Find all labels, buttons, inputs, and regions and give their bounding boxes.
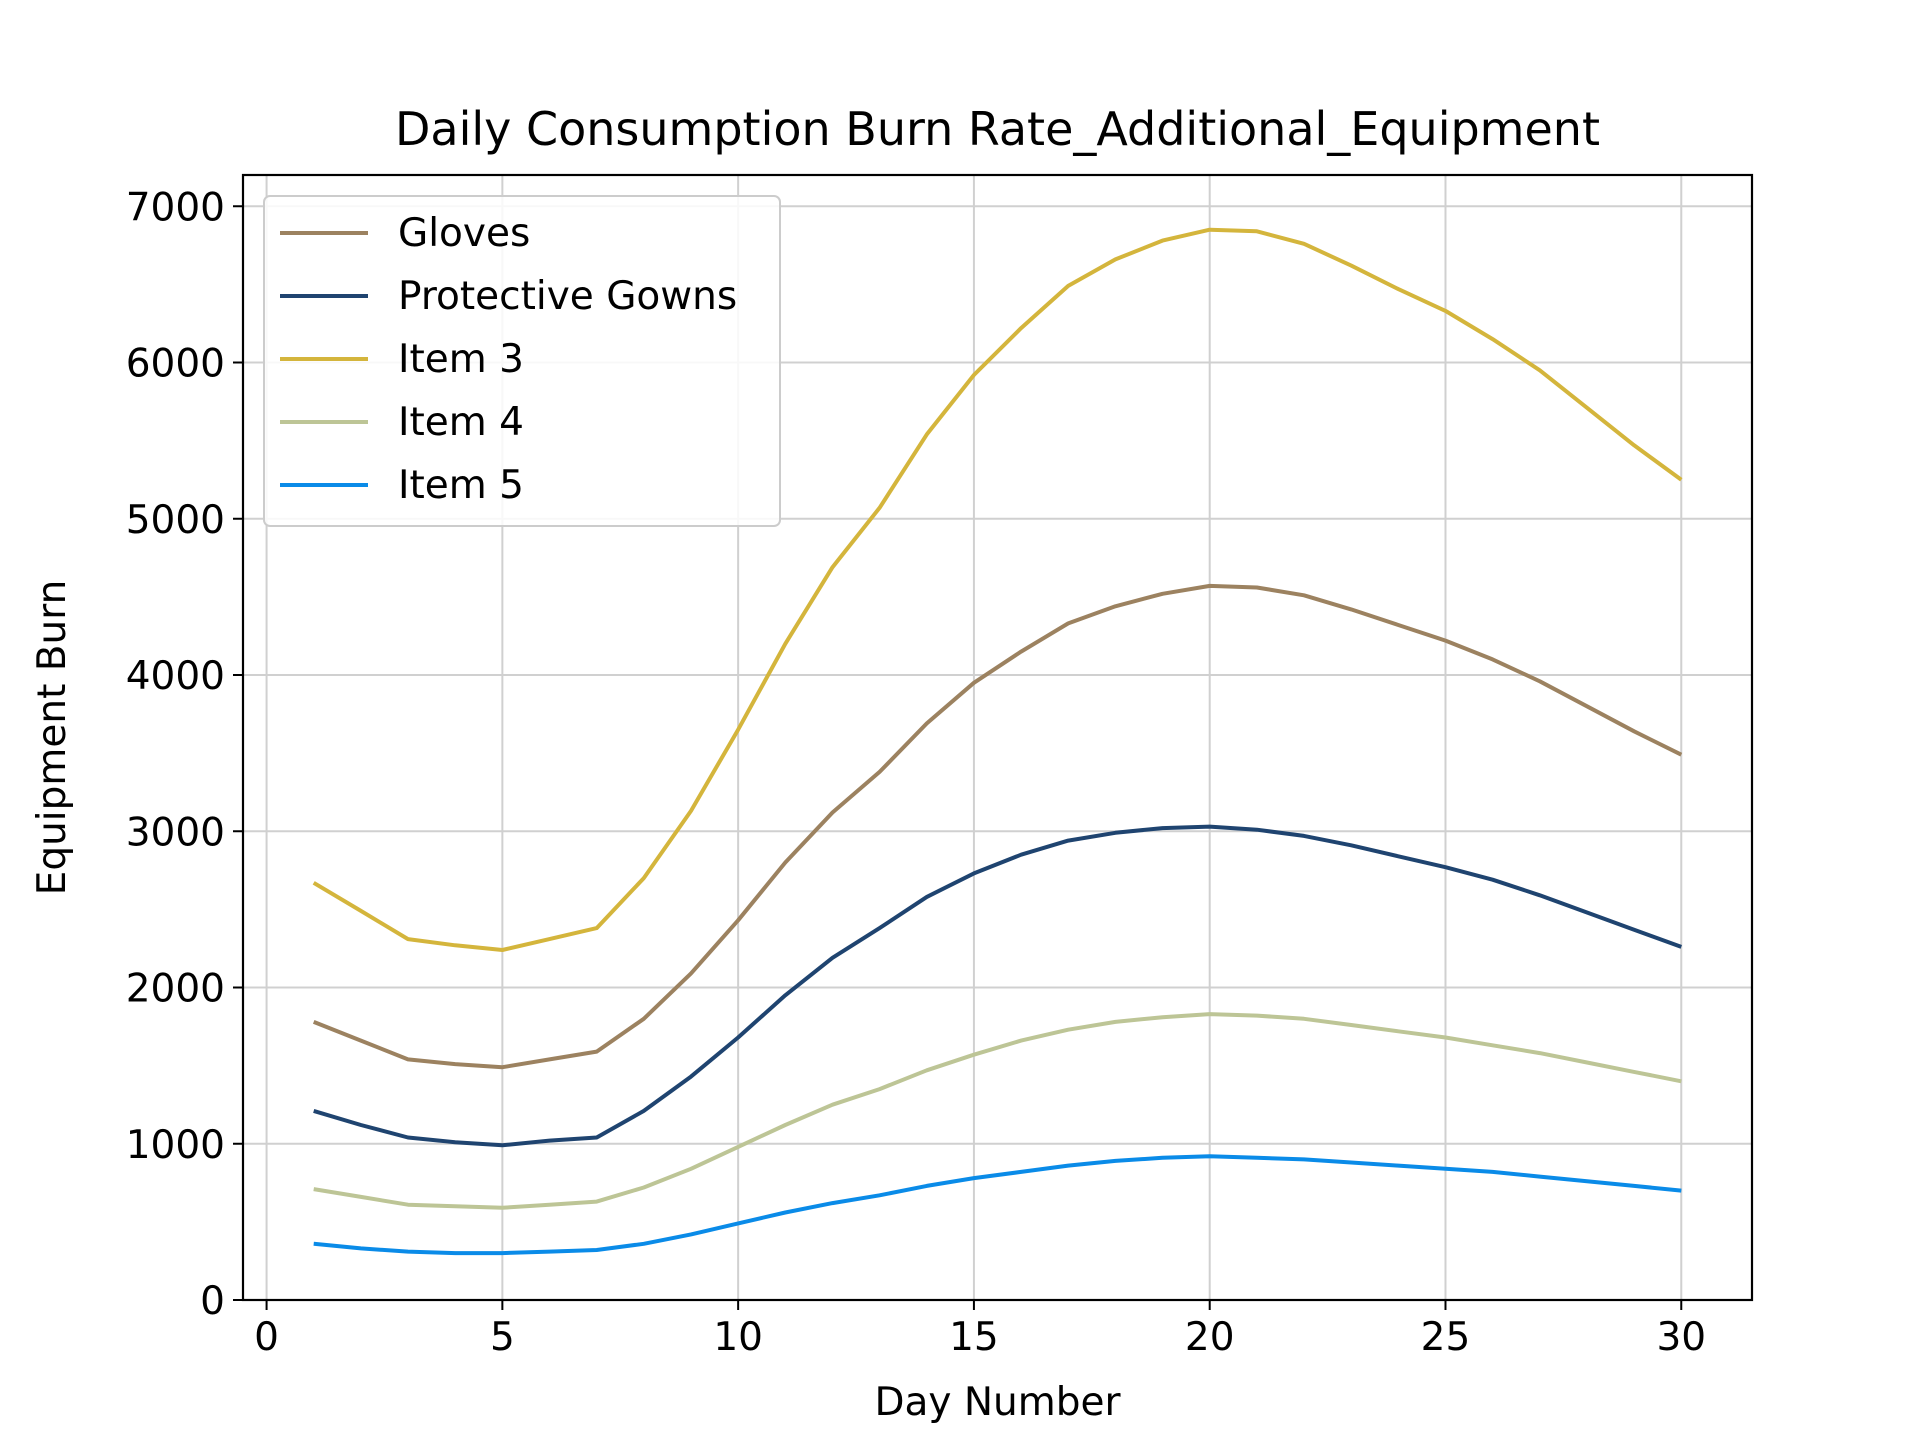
- series-layer: [312, 227, 1683, 1256]
- series-line-item-3: [312, 227, 1683, 952]
- x-tick-label: 25: [1421, 1315, 1471, 1360]
- x-axis-label: Day Number: [874, 1380, 1121, 1425]
- plot-frame: [241, 173, 1754, 1302]
- y-tick-label: 5000: [126, 498, 225, 543]
- y-tick-label: 0: [200, 1279, 225, 1324]
- x-tick-label: 30: [1656, 1315, 1706, 1360]
- legend: Gloves Protective Gowns Item 3 Item 4 Item 5: [263, 195, 781, 527]
- grid-layer: [243, 175, 1752, 1301]
- y-tick-label: 6000: [126, 342, 225, 387]
- x-tick-label: 15: [949, 1315, 999, 1360]
- series-line-gloves: [312, 583, 1683, 1070]
- series-line-item-5: [313, 1154, 1682, 1256]
- y-tick-label: 7000: [126, 185, 225, 230]
- legend-label-item-5: Item 5: [398, 463, 524, 508]
- series-line-item-4: [313, 1012, 1682, 1210]
- x-tick-label: 10: [713, 1315, 763, 1360]
- legend-label-item-4: Item 4: [398, 400, 524, 445]
- legend-box: [263, 195, 781, 527]
- x-tick-label: 5: [490, 1315, 515, 1360]
- x-tick-label: 20: [1185, 1315, 1235, 1360]
- y-tick-label: 3000: [126, 810, 225, 855]
- y-tick-label: 2000: [126, 967, 225, 1012]
- chart-title: Daily Consumption Burn Rate_Additional_E…: [395, 102, 1600, 156]
- y-axis-label: Equipment Burn: [30, 580, 75, 896]
- ticks-layer: 0 5 10 15 20 25 30 0 1000 2000 3000 4000 5000 6000 700…: [126, 185, 1706, 1360]
- y-tick-label: 4000: [126, 654, 225, 699]
- legend-label-protective-gowns: Protective Gowns: [398, 274, 737, 319]
- y-tick-label: 1000: [126, 1123, 225, 1168]
- legend-label-gloves: Gloves: [398, 211, 530, 256]
- series-line-protective-gowns: [313, 824, 1682, 1148]
- legend-label-item-3: Item 3: [398, 337, 524, 382]
- x-tick-label: 0: [254, 1315, 279, 1360]
